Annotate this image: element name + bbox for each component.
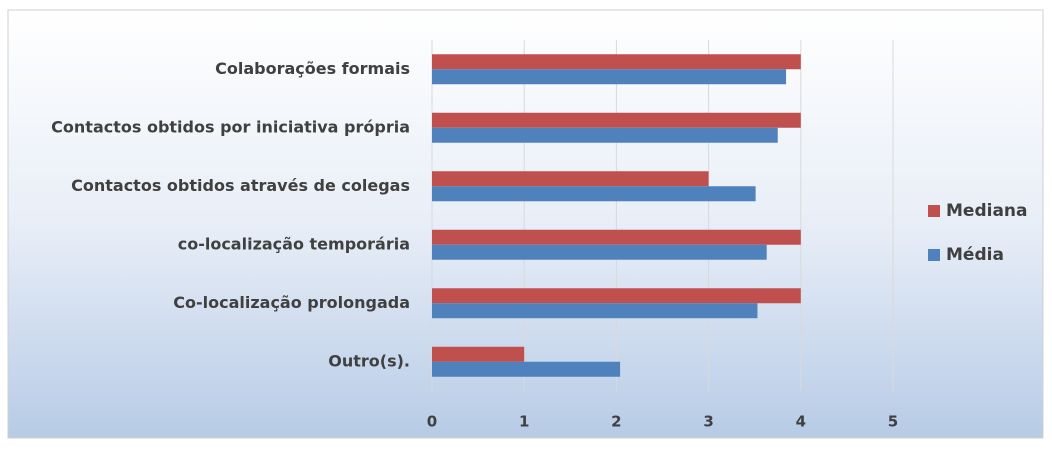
- y-tick-label: Outro(s).: [328, 351, 410, 370]
- bar: [432, 54, 801, 70]
- x-tick-label: 4: [796, 413, 806, 431]
- x-tick-label: 0: [427, 413, 437, 431]
- legend-label: Mediana: [946, 201, 1028, 221]
- x-tick-label: 5: [888, 413, 898, 431]
- y-tick-label: Contactos obtidos através de colegas: [71, 176, 410, 195]
- bar: [432, 112, 801, 128]
- y-tick-label: Colaborações formais: [215, 59, 410, 78]
- bar: [432, 244, 767, 260]
- bar: [432, 127, 778, 143]
- bar: [432, 361, 621, 377]
- x-tick-label: 1: [519, 413, 529, 431]
- legend-label: Média: [946, 245, 1004, 265]
- bar: [432, 69, 787, 85]
- bar: [432, 303, 758, 319]
- x-tick-label: 3: [703, 413, 713, 431]
- bar: [432, 229, 801, 245]
- y-tick-label: Co-localização prolongada: [173, 293, 410, 312]
- y-tick-label: co-localização temporária: [178, 234, 410, 253]
- legend-swatch: [928, 205, 940, 217]
- legend-swatch: [928, 249, 940, 261]
- y-tick-label: Contactos obtidos por iniciativa própria: [51, 117, 410, 136]
- bar: [432, 171, 709, 187]
- bar: [432, 346, 525, 362]
- bar: [432, 288, 801, 304]
- bar: [432, 186, 756, 202]
- x-tick-label: 2: [611, 413, 621, 431]
